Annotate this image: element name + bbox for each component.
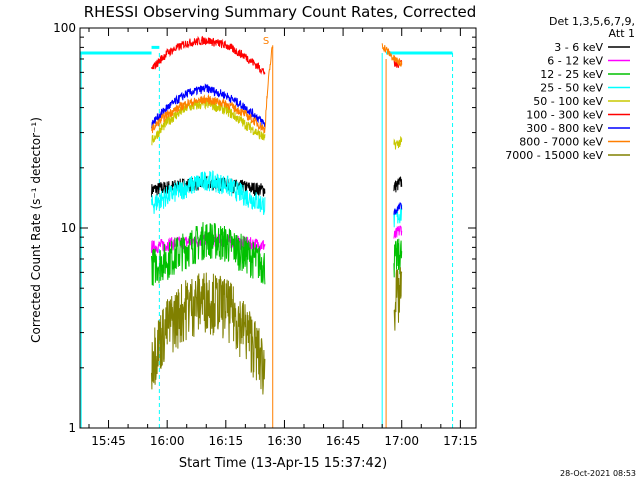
series-line xyxy=(393,135,403,150)
series-line xyxy=(381,43,403,67)
legend-header-line: Att 1 xyxy=(609,27,635,40)
y-tick-label: 100 xyxy=(53,21,76,35)
series-line xyxy=(151,222,266,286)
series-line xyxy=(393,238,403,278)
legend-label: 50 - 100 keV xyxy=(533,95,603,108)
x-tick-label: 16:30 xyxy=(267,434,302,448)
legend-label: 6 - 12 keV xyxy=(547,55,603,68)
legend-label: 7000 - 15000 keV xyxy=(505,149,603,162)
x-tick-label: 17:15 xyxy=(443,434,478,448)
series-line xyxy=(151,46,274,134)
y-tick-label: 10 xyxy=(61,221,76,235)
legend-label: 3 - 6 keV xyxy=(554,41,603,54)
legend-header: Det 1,3,5,6,7,9,Att 1 xyxy=(549,15,635,40)
annotation-label: S xyxy=(263,36,269,47)
legend-label: 25 - 50 keV xyxy=(540,82,603,95)
series-line xyxy=(151,97,266,146)
y-axis-label: Corrected Count Rate (s⁻¹ detector⁻¹) xyxy=(29,117,43,343)
legend-label: 100 - 300 keV xyxy=(526,109,603,122)
x-tick-label: 16:15 xyxy=(209,434,244,448)
series-line xyxy=(151,83,266,129)
series-line xyxy=(393,267,403,331)
y-tick-label: 1 xyxy=(68,421,76,435)
x-tick-label: 16:00 xyxy=(150,434,185,448)
series-line xyxy=(393,225,403,239)
plot-frame xyxy=(79,27,477,429)
plot-area: S 1 10 100 15:45 16:00 16:15 16:30 16:45 17:00 17:… xyxy=(53,21,478,448)
legend-label: 300 - 800 keV xyxy=(526,122,603,135)
x-tick-label: 16:45 xyxy=(326,434,361,448)
series-line xyxy=(151,170,266,215)
series-line xyxy=(151,35,266,76)
x-tick-label: 15:45 xyxy=(91,434,126,448)
series-line xyxy=(151,272,266,395)
legend-label: 12 - 25 keV xyxy=(540,68,603,81)
series-line xyxy=(393,175,403,193)
x-axis-label: Start Time (13-Apr-15 15:37:42) xyxy=(179,456,387,471)
chart-title: RHESSI Observing Summary Count Rates, Co… xyxy=(84,3,477,21)
x-tick-label: 17:00 xyxy=(384,434,419,448)
legend-label: 800 - 7000 keV xyxy=(519,136,603,149)
footer-timestamp: 28-Oct-2021 08:53 xyxy=(560,469,636,478)
series-line xyxy=(393,202,403,216)
legend-header-line: Det 1,3,5,6,7,9, xyxy=(549,15,635,28)
